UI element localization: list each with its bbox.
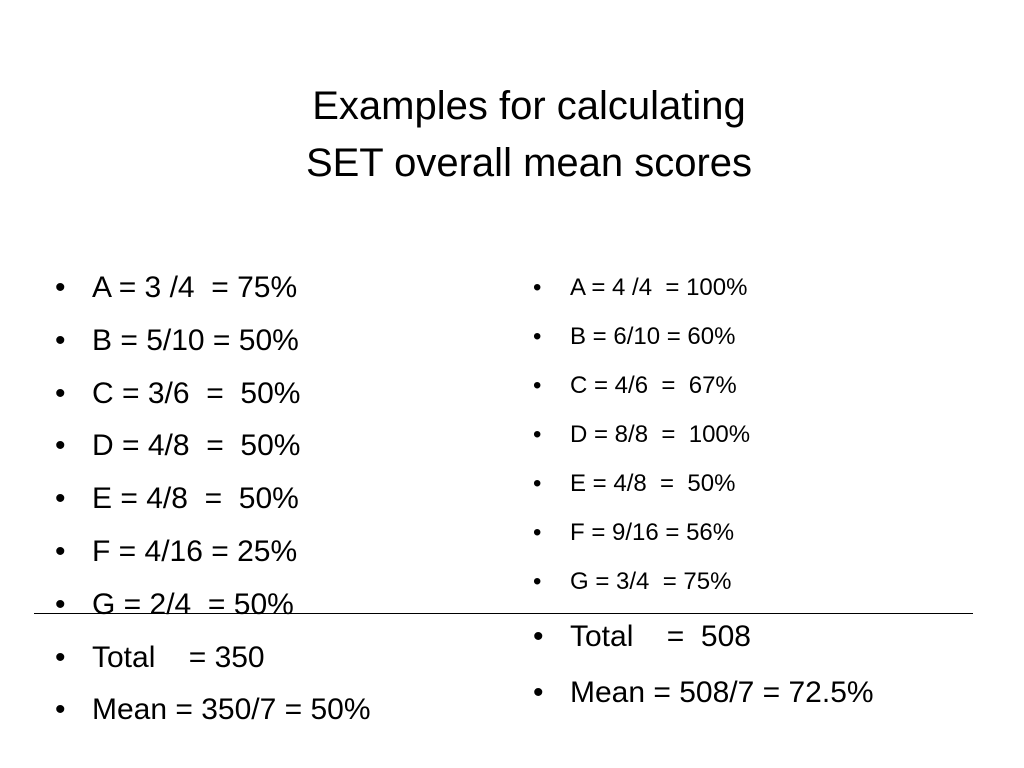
list-item-text: C = 3/6 = 50% — [92, 376, 301, 410]
list-item: • C = 4/6 = 67% — [533, 364, 874, 413]
bullet-icon: • — [55, 323, 66, 357]
bullet-icon: • — [55, 693, 66, 727]
list-item-text: A = 4 /4 = 100% — [570, 274, 748, 301]
list-item: • D = 4/8 = 50% — [55, 420, 371, 473]
list-item-text: C = 4/6 = 67% — [570, 372, 737, 399]
list-item: • C = 3/6 = 50% — [55, 368, 371, 421]
title-line-1: Examples for calculating — [312, 84, 746, 128]
mean-item: • Mean = 350/7 = 50% — [55, 684, 371, 737]
bullet-icon: • — [55, 376, 66, 410]
list-item-text: Mean = 508/7 = 72.5% — [570, 676, 874, 709]
list-item-text: F = 9/16 = 56% — [570, 519, 735, 546]
list-item: • F = 9/16 = 56% — [533, 511, 874, 560]
bullet-icon: • — [55, 587, 66, 621]
title-line-2: SET overall mean scores — [305, 141, 753, 185]
list-item: • G = 2/4 = 50% — [55, 579, 371, 632]
list-item-text: Total = 508 — [570, 620, 751, 653]
list-item-text: E = 4/8 = 50% — [570, 470, 736, 497]
list-item-text: Mean = 350/7 = 50% — [92, 693, 371, 727]
list-item-text: Total = 350 — [92, 640, 265, 674]
total-item: • Total = 350 — [55, 632, 371, 685]
bullet-icon: • — [533, 568, 542, 595]
list-item: • B = 5/10 = 50% — [55, 315, 371, 368]
list-item-text: G = 3/4 = 75% — [570, 568, 732, 595]
list-item-text: E = 4/8 = 50% — [92, 482, 299, 516]
list-item: • E = 4/8 = 50% — [55, 473, 371, 526]
slide-title: Examples for calculating SET overall mea… — [0, 78, 1024, 192]
list-item: • F = 4/16 = 25% — [55, 526, 371, 579]
left-bullet-list: • A = 3 /4 = 75% • B = 5/10 = 50% • C = 3/6… — [55, 262, 371, 737]
total-item: • Total = 508 — [533, 609, 874, 665]
list-item-text: F = 4/16 = 25% — [92, 534, 298, 568]
divider-line — [34, 613, 973, 614]
list-item: • E = 4/8 = 50% — [533, 462, 874, 511]
list-item-text: G = 2/4 = 50% — [92, 587, 294, 621]
right-bullet-list: • A = 4 /4 = 100% • B = 6/10 = 60% • C = 4/… — [533, 266, 874, 721]
bullet-icon: • — [533, 470, 542, 497]
bullet-icon: • — [55, 482, 66, 516]
list-item-text: D = 4/8 = 50% — [92, 429, 301, 463]
list-item: • G = 3/4 = 75% — [533, 560, 874, 609]
list-item: • B = 6/10 = 60% — [533, 315, 874, 364]
bullet-icon: • — [533, 620, 544, 653]
list-item: • D = 8/8 = 100% — [533, 413, 874, 462]
bullet-icon: • — [533, 372, 542, 399]
list-item-text: B = 6/10 = 60% — [570, 323, 736, 350]
bullet-icon: • — [55, 271, 66, 304]
list-item-text: A = 3 /4 = 75% — [92, 271, 298, 304]
bullet-icon: • — [533, 519, 542, 546]
bullet-icon: • — [533, 676, 544, 709]
list-item: • A = 3 /4 = 75% — [55, 262, 371, 315]
bullet-icon: • — [533, 274, 542, 301]
bullet-icon: • — [55, 534, 66, 568]
bullet-icon: • — [55, 429, 66, 463]
bullet-icon: • — [55, 640, 66, 674]
bullet-icon: • — [533, 421, 542, 448]
list-item-text: D = 8/8 = 100% — [570, 421, 751, 448]
list-item: • A = 4 /4 = 100% — [533, 266, 874, 315]
list-item-text: B = 5/10 = 50% — [92, 323, 299, 357]
mean-item: • Mean = 508/7 = 72.5% — [533, 665, 874, 721]
bullet-icon: • — [533, 323, 542, 350]
